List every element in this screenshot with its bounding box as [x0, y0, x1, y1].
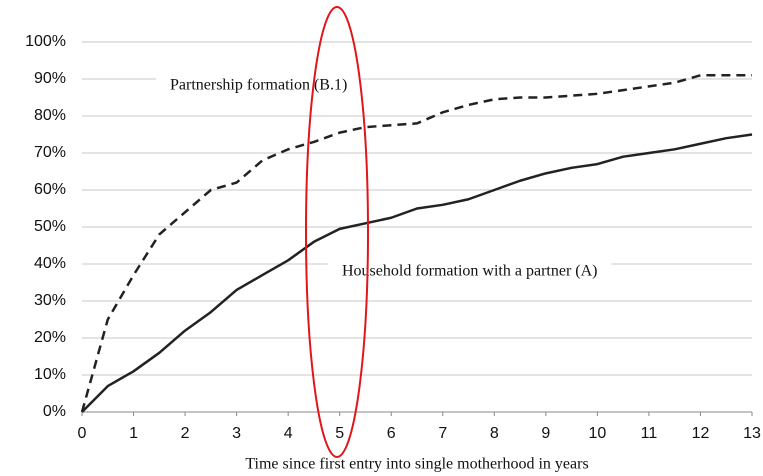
x-tick-label: 11 [641, 425, 658, 442]
x-axis-label: Time since first entry into single mothe… [245, 456, 588, 473]
y-tick-label: 20% [34, 329, 66, 346]
series-label-bg [156, 72, 362, 98]
x-tick-label: 13 [743, 425, 761, 442]
x-tick-label: 3 [232, 425, 241, 442]
x-tick-label: 10 [588, 425, 606, 442]
y-tick-label: 50% [34, 218, 66, 235]
series-label-bg [328, 258, 612, 284]
series-label: Household formation with a partner (A) [342, 263, 597, 280]
series-line [80, 74, 752, 413]
y-tick-label: 40% [34, 255, 66, 272]
x-tick-label: 8 [490, 425, 499, 442]
grid: 0%10%20%30%40%50%60%70%80%90%100%0 1 2 3 4 5 6… [25, 33, 761, 442]
y-tick-label: 10% [34, 366, 66, 383]
plot [80, 74, 753, 413]
y-tick-label: 80% [34, 107, 66, 124]
y-tick-label: 30% [34, 292, 66, 309]
x-tick-label: 1 [129, 425, 138, 442]
x-tick-label: 0 [78, 425, 87, 442]
x-tick-label: 4 [284, 425, 293, 442]
y-tick-label: 70% [34, 144, 66, 161]
annotations: Partnership formation (B.1) Household for… [156, 72, 612, 284]
x-tick-label: 2 [181, 425, 190, 442]
x-tick-label: 12 [692, 425, 710, 442]
series-line [81, 133, 753, 413]
series-label: Partnership formation (B.1) [170, 77, 347, 94]
x-tick-label: 9 [541, 425, 550, 442]
y-tick-label: 60% [34, 181, 66, 198]
y-tick-label: 100% [25, 33, 66, 50]
y-tick-label: 0% [43, 403, 66, 420]
x-tick-label: 6 [387, 425, 396, 442]
x-tick-label: 5 [335, 425, 344, 442]
highlight-ellipse [305, 6, 369, 458]
x-tick-label: 7 [438, 425, 447, 442]
y-tick-label: 90% [34, 70, 66, 87]
